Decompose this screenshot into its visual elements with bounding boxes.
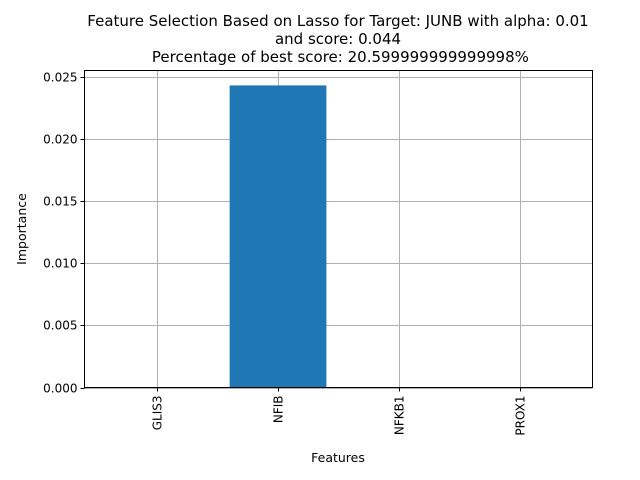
x-tick-label: GLIS3 [151, 396, 165, 431]
chart-title: Feature Selection Based on Lasso for Tar… [87, 12, 588, 66]
y-tick-label: 0.000 [43, 382, 77, 396]
chart-title-line-2: and score: 0.044 [275, 30, 401, 48]
x-axis: GLIS3 NFIB NFKB1 PROX1 [151, 387, 528, 436]
x-tick-label: NFIB [272, 396, 286, 424]
y-tick-label: 0.025 [43, 71, 77, 85]
chart-title-line-3: Percentage of best score: 20.59999999999… [147, 48, 529, 66]
y-tick-label: 0.005 [43, 319, 77, 333]
x-tick-label: NFKB1 [393, 396, 407, 436]
y-tick-label: 0.015 [43, 195, 77, 209]
plot-frame [84, 70, 593, 388]
x-tick-label: PROX1 [514, 396, 528, 436]
bars [229, 85, 327, 388]
grid [84, 70, 593, 389]
y-axis-label: Importance [14, 193, 29, 265]
y-tick-label: 0.020 [43, 133, 77, 147]
x-axis-label: Features [311, 450, 365, 465]
y-axis: 0.000 0.005 0.010 0.015 0.020 0.025 [43, 71, 85, 396]
y-tick-label: 0.010 [43, 257, 77, 271]
bar-nfib [229, 85, 327, 388]
chart-title-line-1: Feature Selection Based on Lasso for Tar… [87, 12, 588, 30]
